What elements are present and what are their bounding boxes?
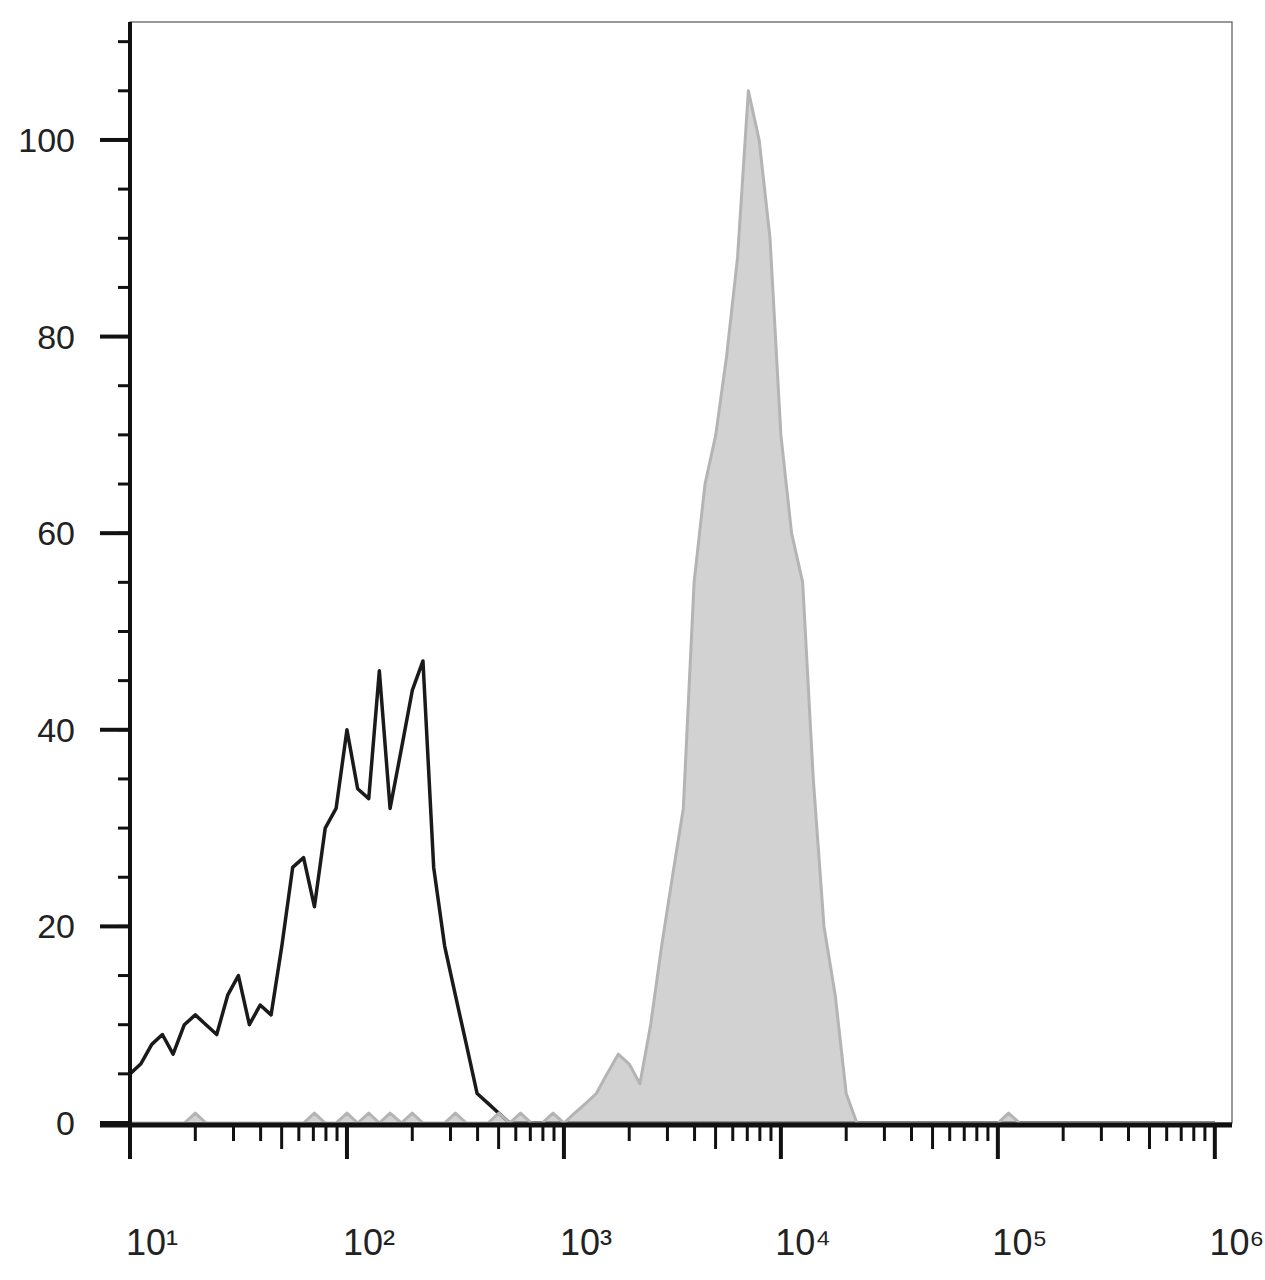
minor-tick [845, 1125, 848, 1141]
minor-tick [883, 1125, 886, 1141]
minor-tick [714, 1125, 717, 1149]
minor-tick [232, 1125, 235, 1141]
plot-area [130, 91, 1215, 1123]
minor-tick [118, 974, 130, 977]
minor-tick [118, 777, 130, 780]
y-tick [100, 728, 130, 732]
minor-tick [118, 483, 130, 486]
minor-tick [1203, 1125, 1206, 1141]
plot-frame [130, 22, 1232, 1123]
minor-tick [628, 1125, 631, 1141]
minor-tick [118, 286, 130, 289]
minor-tick [118, 89, 130, 92]
minor-tick [746, 1125, 749, 1141]
minor-tick [758, 1125, 761, 1141]
minor-tick [297, 1125, 300, 1141]
x-tick [128, 1125, 132, 1159]
x-tick [345, 1125, 349, 1159]
minor-tick [1192, 1125, 1195, 1141]
minor-tick [449, 1125, 452, 1141]
x-tick-label: 10¹ [126, 1222, 178, 1263]
minor-tick [118, 1023, 130, 1026]
minor-tick [948, 1125, 951, 1141]
minor-tick [118, 679, 130, 682]
minor-tick [553, 1125, 556, 1141]
y-tick-label: 100 [18, 121, 75, 159]
minor-tick [986, 1125, 989, 1141]
minor-tick [731, 1125, 734, 1141]
x-tick [779, 1125, 783, 1159]
y-tick [100, 1121, 130, 1125]
minor-tick [666, 1125, 669, 1141]
minor-tick [963, 1125, 966, 1141]
minor-tick [118, 1072, 130, 1075]
y-axis [128, 22, 132, 1123]
minor-tick [1165, 1125, 1168, 1141]
y-tick-label: 0 [56, 1104, 75, 1142]
minor-tick [118, 581, 130, 584]
minor-tick [931, 1125, 934, 1149]
x-tick [1213, 1125, 1217, 1159]
minor-tick [324, 1125, 327, 1141]
series-area [130, 91, 1215, 1123]
x-tick-label: 10⁶ [1209, 1222, 1264, 1263]
y-tick [100, 335, 130, 339]
minor-tick [541, 1125, 544, 1141]
minor-tick [118, 876, 130, 879]
minor-tick [1180, 1125, 1183, 1141]
y-tick-label: 40 [37, 711, 75, 749]
minor-tick [497, 1125, 500, 1149]
series-line [130, 91, 1215, 1123]
x-tick-label: 10⁴ [775, 1222, 831, 1263]
minor-tick [476, 1125, 479, 1141]
minor-tick [693, 1125, 696, 1141]
minor-tick [1148, 1125, 1151, 1149]
x-tick-label: 10³ [560, 1222, 612, 1263]
minor-tick [118, 237, 130, 240]
x-tick [562, 1125, 566, 1159]
minor-tick [514, 1125, 517, 1141]
minor-tick [1062, 1125, 1065, 1141]
minor-tick [118, 384, 130, 387]
y-tick [100, 924, 130, 928]
y-tick [100, 531, 130, 535]
x-tick [996, 1125, 1000, 1159]
minor-tick [118, 827, 130, 830]
minor-tick [118, 188, 130, 191]
minor-tick [259, 1125, 262, 1141]
y-tick-label: 20 [37, 907, 75, 945]
minor-tick [336, 1125, 339, 1141]
y-tick [100, 138, 130, 142]
x-tick-label: 10² [343, 1222, 395, 1263]
minor-tick [118, 630, 130, 633]
minor-tick [1100, 1125, 1103, 1141]
minor-tick [1127, 1125, 1130, 1141]
minor-tick [118, 40, 130, 43]
minor-tick [194, 1125, 197, 1141]
y-tick-label: 80 [37, 318, 75, 356]
chart: 0 20 40 60 80 100 10¹ 10² 10³ 10⁴ 10⁵ 10⁶ [0, 0, 1265, 1280]
minor-tick [280, 1125, 283, 1149]
minor-tick [975, 1125, 978, 1141]
minor-tick [411, 1125, 414, 1141]
minor-tick [118, 433, 130, 436]
y-tick-label: 60 [37, 514, 75, 552]
minor-tick [910, 1125, 913, 1141]
minor-tick [769, 1125, 772, 1141]
minor-tick [529, 1125, 532, 1141]
x-tick-label: 10⁵ [992, 1222, 1047, 1263]
minor-tick [312, 1125, 315, 1141]
